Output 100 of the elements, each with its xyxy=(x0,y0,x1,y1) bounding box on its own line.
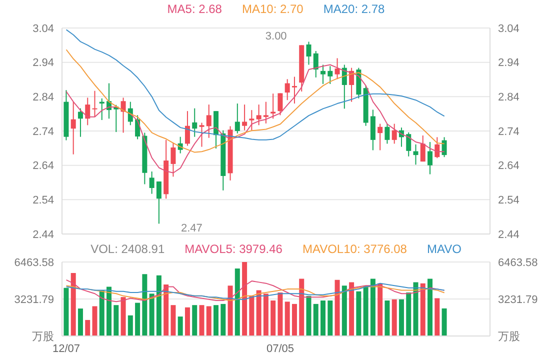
candlestick xyxy=(199,122,204,148)
y2-tick-label: 6463.58 xyxy=(498,256,538,269)
bar xyxy=(392,299,397,336)
candlestick xyxy=(92,90,98,118)
candlestick xyxy=(249,110,254,131)
y-tick-label: 3.04 xyxy=(32,22,54,35)
bar xyxy=(92,306,98,336)
bar xyxy=(363,286,368,336)
text: MAVOL5: 3979.46 xyxy=(184,242,282,256)
y-tick-label: 万股 xyxy=(32,330,54,343)
bar xyxy=(184,307,190,336)
bar xyxy=(242,262,248,336)
bar xyxy=(306,296,312,336)
bar xyxy=(178,316,183,336)
bar xyxy=(228,286,233,336)
bar xyxy=(328,300,333,336)
candlestick xyxy=(292,76,297,104)
x-tick-label: 12/07 xyxy=(52,342,80,355)
candlestick xyxy=(434,136,440,159)
bar xyxy=(342,286,347,336)
bar xyxy=(128,315,133,336)
bar xyxy=(434,298,440,336)
bar xyxy=(156,275,162,336)
bar xyxy=(70,273,76,336)
text: MA10: 2.70 xyxy=(242,2,304,16)
candlestick xyxy=(413,144,418,166)
y-tick-label: 2.84 xyxy=(32,92,54,104)
candlestick xyxy=(256,104,262,126)
bar xyxy=(120,297,126,336)
candlestick xyxy=(392,123,397,144)
candlestick xyxy=(242,104,248,131)
y2-tick-label: 3231.79 xyxy=(498,294,538,306)
y-tick-label: 2.94 xyxy=(32,57,54,70)
candlestick xyxy=(384,123,390,144)
candlestick xyxy=(334,58,340,80)
annotation: 2.47 xyxy=(181,222,202,235)
bar xyxy=(320,300,326,336)
bar xyxy=(384,300,390,336)
candlestick xyxy=(70,101,76,155)
candlestick xyxy=(320,64,326,84)
bar xyxy=(398,299,404,336)
bar xyxy=(149,294,154,336)
candlestick xyxy=(406,132,412,157)
candlestick xyxy=(420,134,426,162)
y-tick-label: 2.44 xyxy=(32,228,54,241)
y2-tick-label: 2.44 xyxy=(498,228,520,241)
candlestick xyxy=(184,110,190,146)
candlestick xyxy=(263,101,268,124)
bar xyxy=(428,278,433,336)
bar xyxy=(85,320,90,336)
bar xyxy=(170,305,176,336)
candlestick xyxy=(170,142,176,178)
bar xyxy=(263,294,268,336)
y-tick-label: 6463.58 xyxy=(14,256,54,269)
y2-tick-label: 万股 xyxy=(498,330,520,343)
candlestick xyxy=(206,104,212,138)
bar xyxy=(420,283,426,336)
y2-tick-label: 2.94 xyxy=(498,57,520,70)
bar xyxy=(370,278,376,336)
bar xyxy=(214,305,219,336)
bar xyxy=(406,292,412,336)
y2-tick-label: 3.04 xyxy=(498,22,520,35)
candlestick xyxy=(156,180,162,224)
candlestick xyxy=(120,97,126,134)
candlestick xyxy=(313,50,318,78)
bar xyxy=(114,305,119,336)
bar xyxy=(256,290,262,336)
annotation: 3.00 xyxy=(265,30,287,43)
bar xyxy=(206,306,212,336)
bar xyxy=(270,300,276,336)
bar xyxy=(220,304,226,336)
bar xyxy=(334,280,340,336)
series-label: VOL: 2408.91 xyxy=(90,242,165,256)
text: MA20: 2.78 xyxy=(323,2,385,16)
bar xyxy=(164,284,169,336)
bar xyxy=(192,305,198,336)
bar xyxy=(142,274,148,336)
candlestick xyxy=(85,97,90,126)
y-tick-label: 3231.79 xyxy=(14,294,54,306)
bar xyxy=(249,296,254,336)
candlestick xyxy=(284,78,290,101)
text: MA5: 2.68 xyxy=(167,2,222,16)
bar xyxy=(135,302,140,336)
candlestick xyxy=(78,108,83,138)
bar xyxy=(106,286,112,336)
bar xyxy=(442,308,447,336)
bar xyxy=(234,268,240,336)
bar xyxy=(356,291,362,336)
y2-tick-label: 2.54 xyxy=(498,194,520,207)
bar xyxy=(349,282,354,336)
bar xyxy=(378,283,383,336)
candlestick xyxy=(378,123,383,151)
candlestick xyxy=(234,103,240,134)
bar xyxy=(78,308,83,336)
bar xyxy=(299,278,304,336)
candlestick xyxy=(328,66,333,84)
candlestick xyxy=(428,141,433,175)
y2-tick-label: 2.74 xyxy=(498,126,520,138)
bar xyxy=(313,304,318,336)
bar xyxy=(413,282,418,336)
